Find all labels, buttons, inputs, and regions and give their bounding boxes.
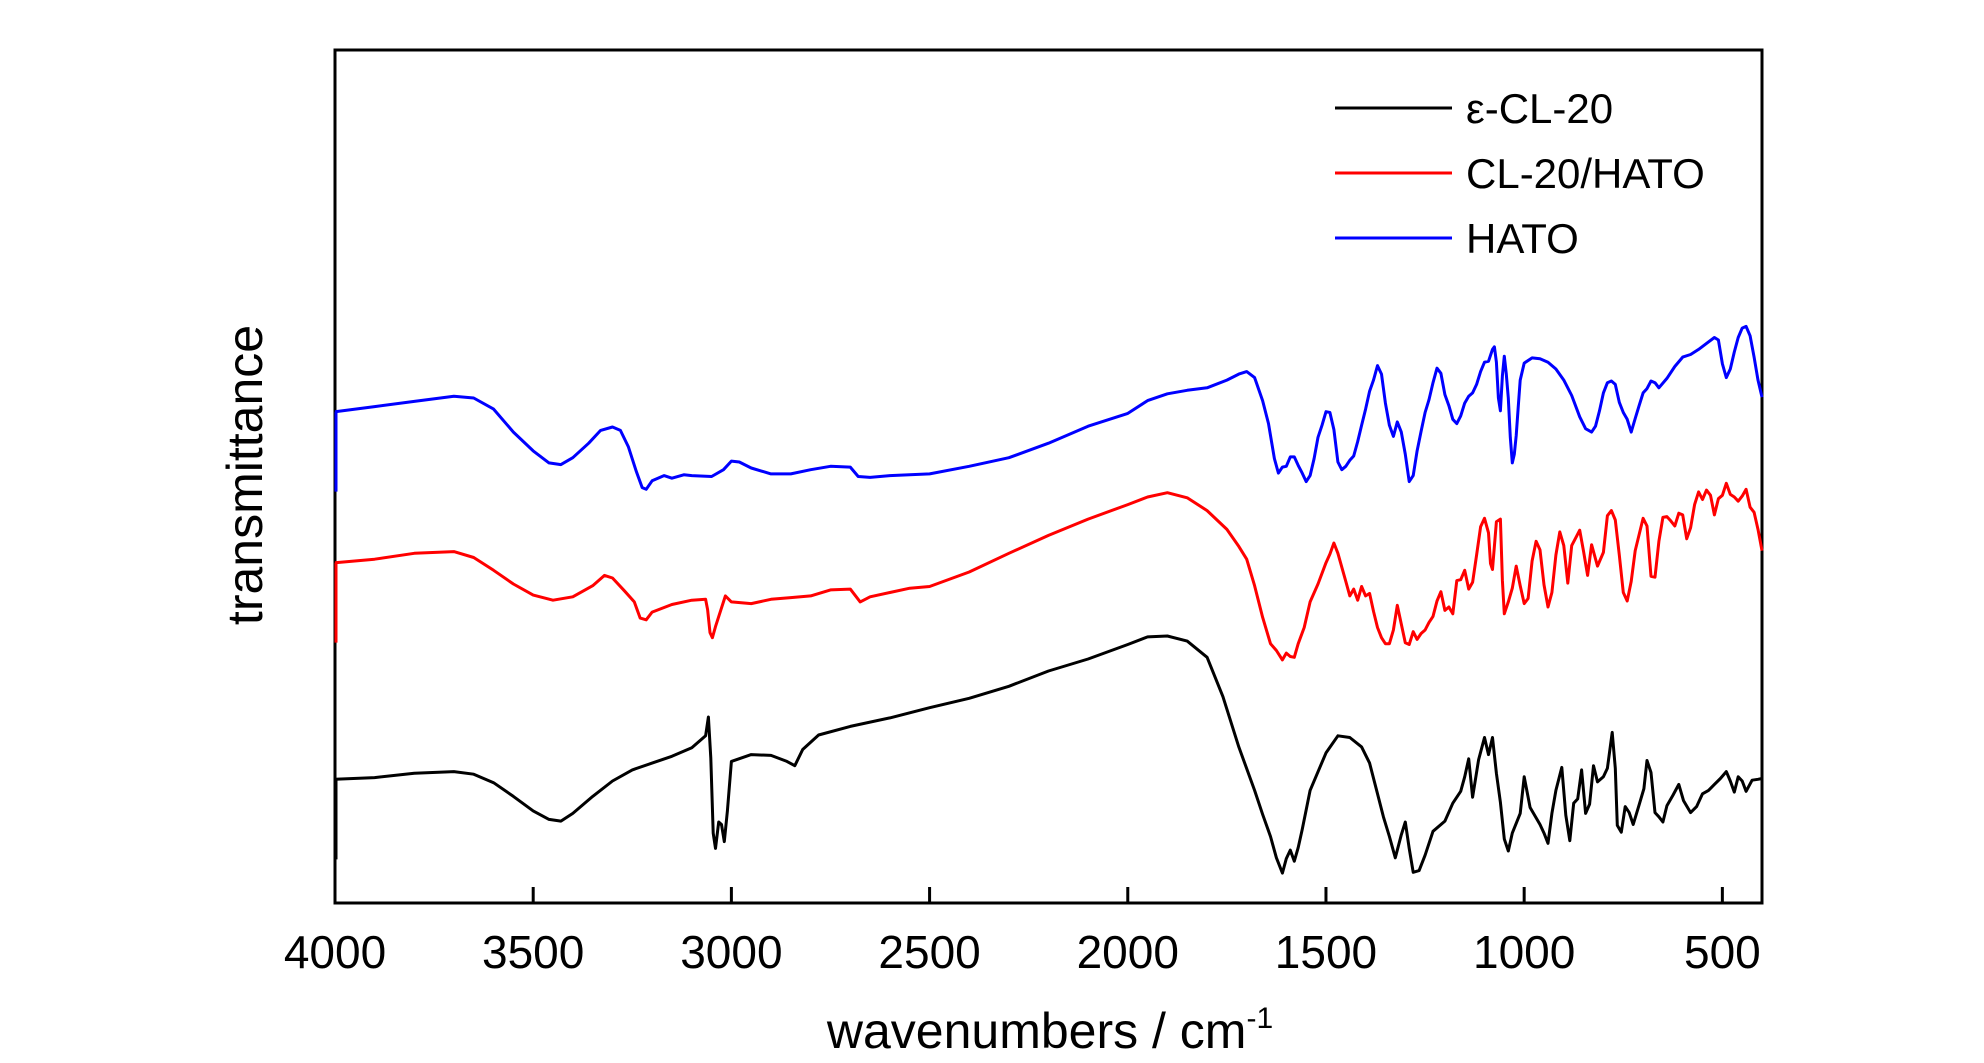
x-axis-title-main: wavenumbers / cm xyxy=(826,1003,1247,1059)
x-tick-label-2500: 2500 xyxy=(878,926,980,978)
x-axis: 4000 3500 3000 2500 2000 1500 1000 500 xyxy=(284,887,1761,978)
x-tick-label-4000: 4000 xyxy=(284,926,386,978)
x-tick-label-3500: 3500 xyxy=(482,926,584,978)
x-tick-label-1000: 1000 xyxy=(1473,926,1575,978)
x-tick-label-3000: 3000 xyxy=(680,926,782,978)
legend-label-1: ε-CL-20 xyxy=(1466,85,1613,132)
x-tick-label-2000: 2000 xyxy=(1077,926,1179,978)
legend-label-2: CL-20/HATO xyxy=(1466,150,1705,197)
x-tick-label-500: 500 xyxy=(1684,926,1761,978)
x-axis-title: wavenumbers / cm-1 xyxy=(826,1002,1273,1059)
series-line-1 xyxy=(334,634,1763,875)
series-line-3 xyxy=(334,324,1764,491)
legend-label-3: HATO xyxy=(1466,215,1579,262)
series-layer xyxy=(334,324,1764,875)
x-axis-title-superscript: -1 xyxy=(1246,1002,1273,1035)
series-line-2 xyxy=(334,481,1764,662)
y-axis-title: transmittance xyxy=(217,325,273,625)
legend: ε-CL-20 CL-20/HATO HATO xyxy=(1335,85,1705,262)
x-tick-label-1500: 1500 xyxy=(1275,926,1377,978)
